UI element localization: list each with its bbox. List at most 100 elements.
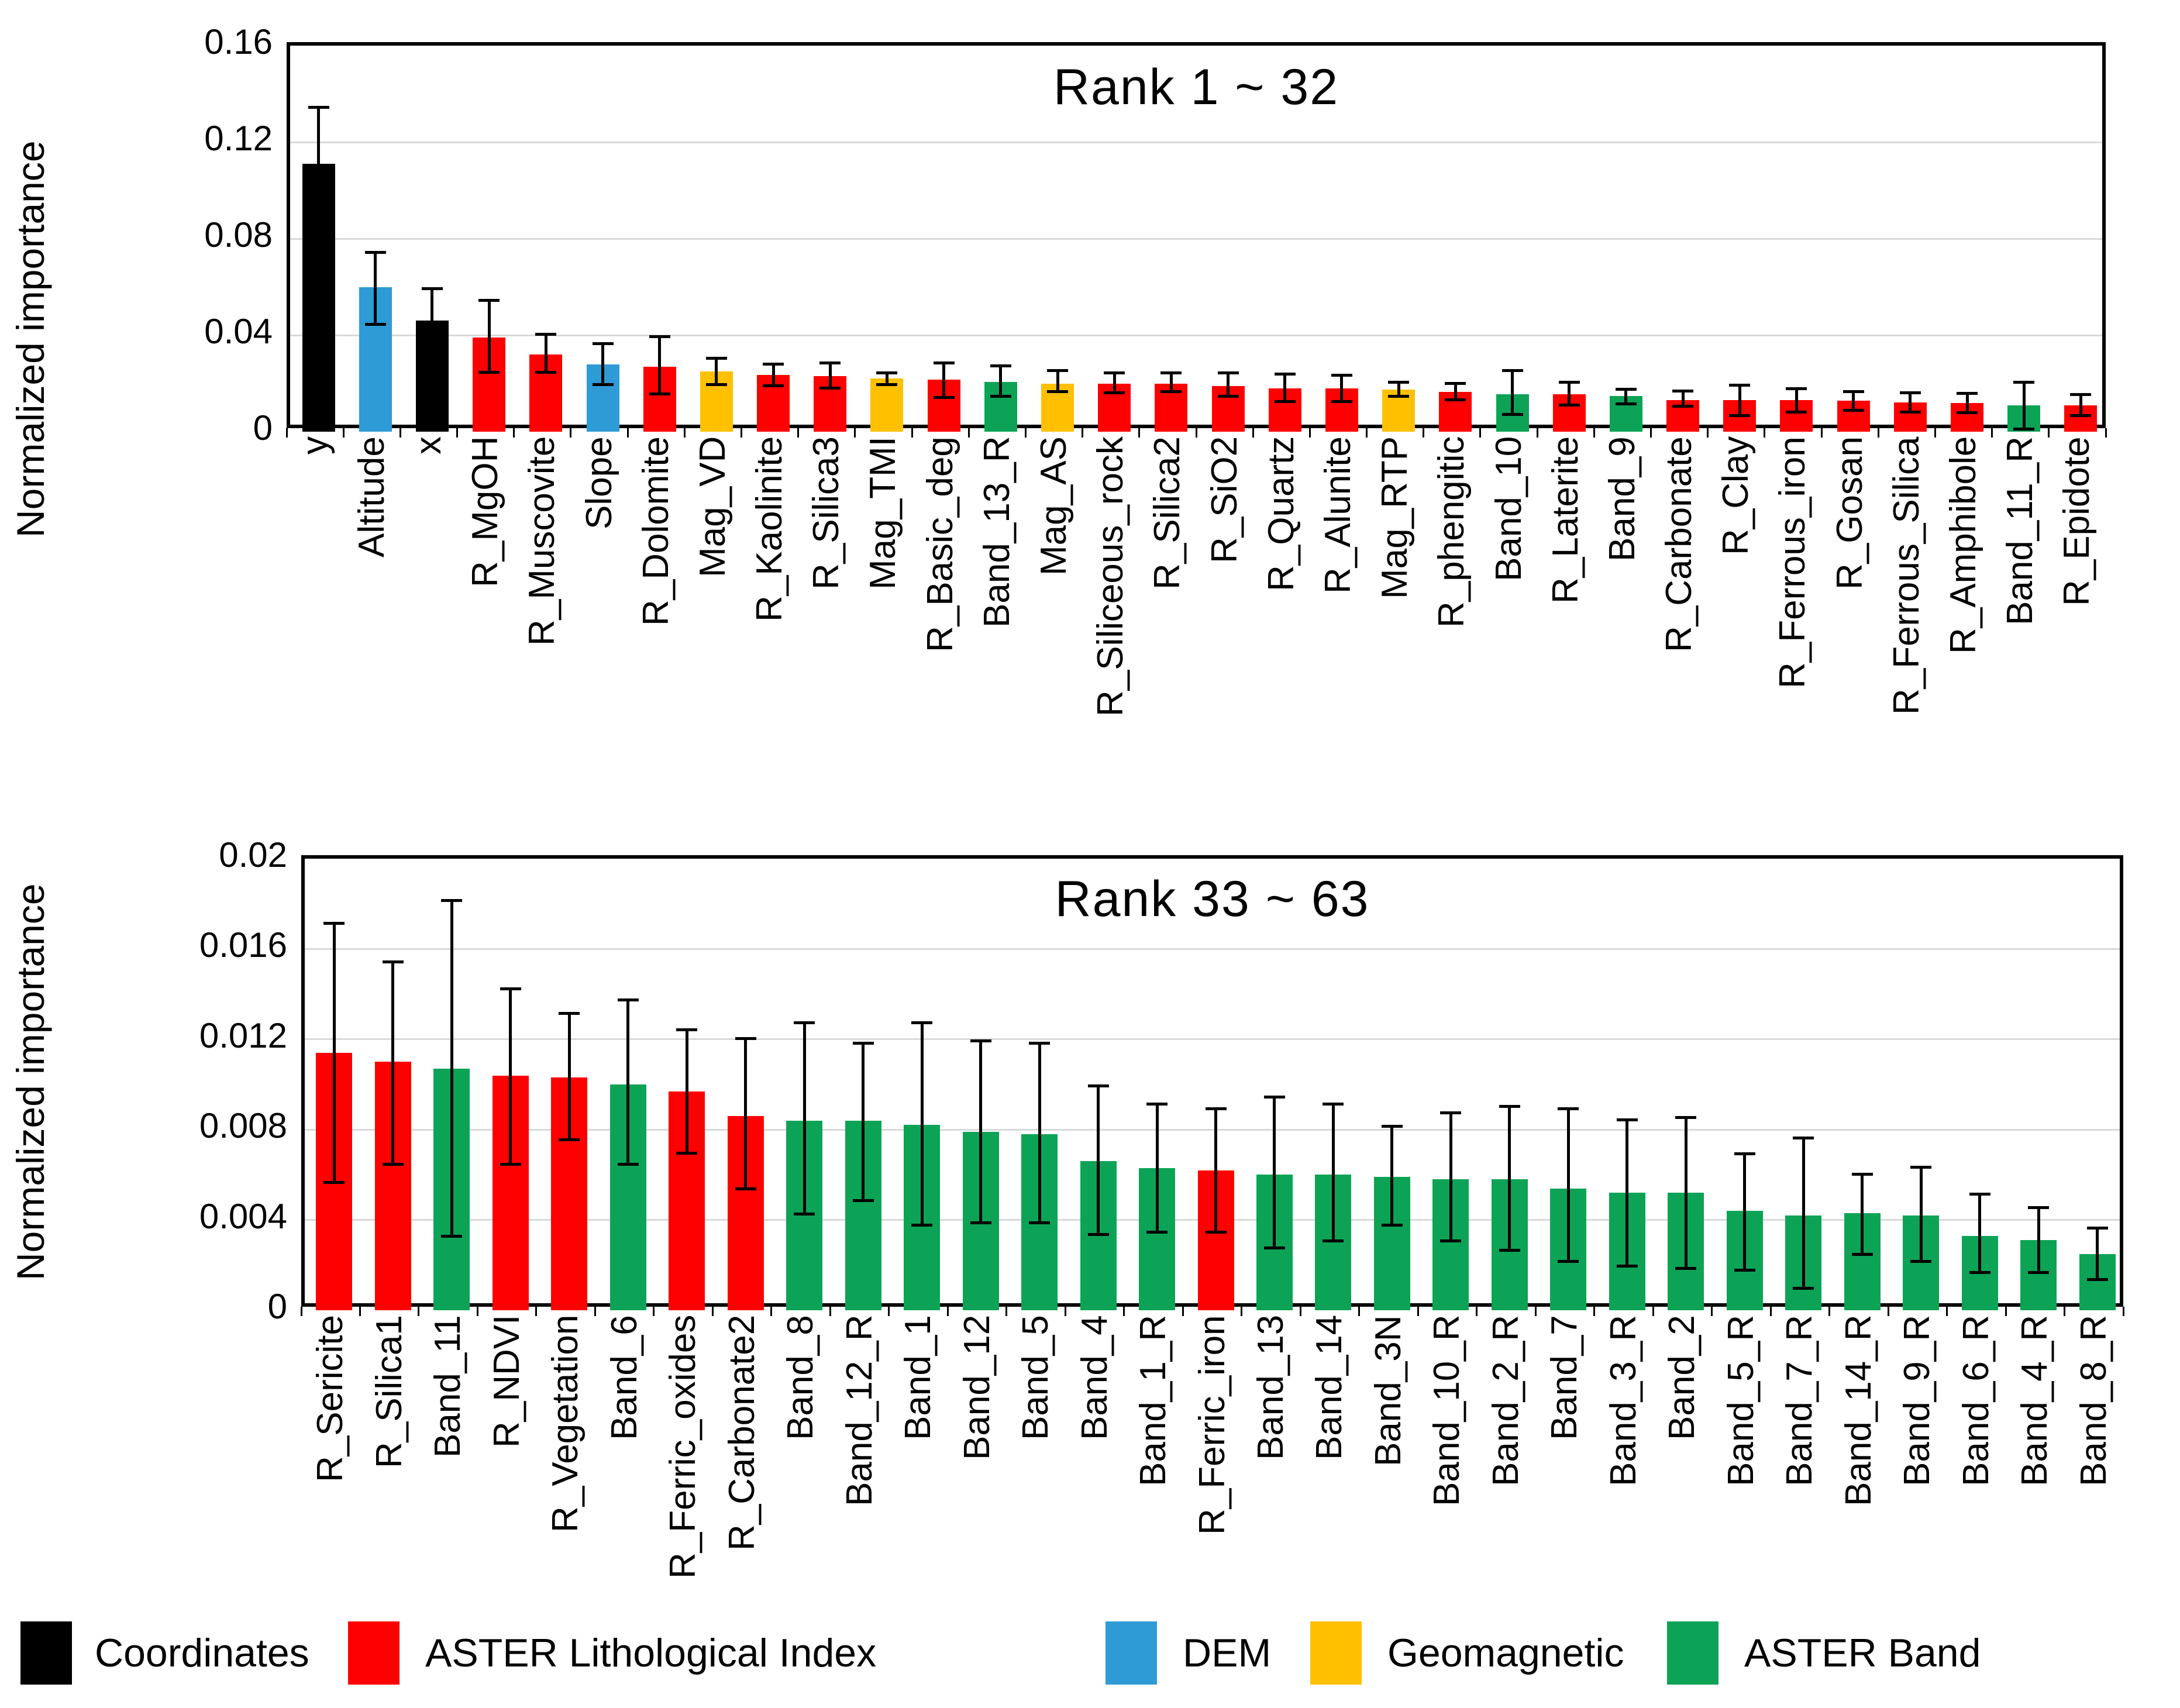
chart-title-top: Rank 1 ~ 32 <box>1053 59 1339 115</box>
error-bar <box>1684 1116 1687 1270</box>
error-bar-cap-top <box>1160 371 1182 374</box>
x-axis-tick <box>2048 428 2050 438</box>
x-axis-tick <box>535 1307 538 1316</box>
error-bar-cap-top <box>1969 1193 1990 1196</box>
error-bar-cap-top <box>1734 1152 1755 1155</box>
error-bar-cap-top <box>592 342 614 346</box>
x-axis-tick <box>1534 1307 1537 1316</box>
error-bar-cap-bottom <box>1381 1224 1403 1227</box>
error-bar-cap-bottom <box>676 1151 698 1155</box>
error-bar <box>567 1012 571 1141</box>
error-bar-cap-top <box>441 899 463 903</box>
error-bar-cap-top <box>1445 382 1466 385</box>
x-axis-tick <box>1946 1307 1948 1316</box>
x-axis-tick <box>1005 1307 1008 1316</box>
error-bar-cap-top <box>421 287 443 290</box>
aster-lithological-index-swatch <box>348 1621 400 1685</box>
error-bar-cap-top <box>1616 1118 1638 1121</box>
x-axis-tick <box>2122 1307 2124 1316</box>
error-bar-cap-bottom <box>2070 414 2092 418</box>
x-axis-tick <box>1182 1307 1184 1316</box>
x-axis-tick <box>1877 428 1879 438</box>
error-bar <box>1566 1107 1570 1263</box>
x-axis-tick <box>342 428 345 438</box>
gridline <box>290 141 2102 143</box>
error-bar <box>1390 1125 1394 1227</box>
error-bar <box>1919 1165 1923 1263</box>
error-bar-cap-bottom <box>1388 395 1410 398</box>
error-bar <box>1852 390 1855 412</box>
x-axis-tick <box>285 428 288 438</box>
error-bar <box>1511 369 1514 416</box>
error-bar-cap-top <box>1205 1107 1227 1110</box>
legend-label: Geomagnetic <box>1387 1631 1624 1675</box>
error-bar <box>431 287 434 338</box>
y-tick-label: 0.08 <box>204 215 273 254</box>
error-bar-cap-top <box>1146 1102 1168 1106</box>
error-bar-cap-bottom <box>2028 1271 2050 1275</box>
error-bar-cap-bottom <box>441 1235 463 1238</box>
error-bar <box>626 998 630 1166</box>
error-bar <box>1283 372 1287 403</box>
error-bar-cap-top <box>1675 1116 1697 1120</box>
x-axis-tick <box>1479 428 1482 438</box>
error-bar-cap-bottom <box>649 392 670 396</box>
error-bar-cap-top <box>1851 1172 1873 1176</box>
error-bar-cap-bottom <box>911 1224 933 1227</box>
plot-area-bottom: Rank 33 ~ 63 <box>301 855 2123 1310</box>
x-axis-tick <box>513 428 515 438</box>
error-bar <box>487 299 491 374</box>
error-bar-cap-bottom <box>1793 1287 1814 1290</box>
error-bar-cap-bottom <box>819 386 841 390</box>
error-bar-cap-top <box>1217 371 1239 374</box>
error-bar-cap-top <box>1029 1041 1051 1045</box>
error-bar-cap-bottom <box>1047 390 1069 393</box>
x-axis-tick <box>1593 428 1595 438</box>
error-bar-cap-top <box>2070 393 2092 396</box>
error-bar-cap-top <box>1558 381 1580 384</box>
error-bar-cap-bottom <box>1672 404 1694 408</box>
x-axis-tick <box>683 428 686 438</box>
x-axis-tick <box>594 1307 596 1316</box>
plot-area-top: Rank 1 ~ 32 <box>287 42 2106 432</box>
error-bar-cap-top <box>705 357 727 360</box>
error-bar-cap-top <box>559 1012 580 1015</box>
error-bar-cap-bottom <box>1440 1239 1462 1243</box>
error-bar <box>1965 391 1969 414</box>
x-axis-tick <box>854 428 856 438</box>
error-bar-cap-top <box>308 106 329 109</box>
error-bar <box>317 106 321 219</box>
error-bar-cap-top <box>794 1021 815 1024</box>
error-bar <box>772 363 775 387</box>
error-bar-cap-bottom <box>990 395 1011 398</box>
x-axis-tick <box>967 428 970 438</box>
x-axis-tick <box>1123 1307 1125 1316</box>
x-axis-tick <box>1252 428 1254 438</box>
error-bar-cap-bottom <box>876 383 898 386</box>
error-bar-cap-top <box>1104 371 1125 374</box>
error-bar-cap-top <box>1899 391 1921 395</box>
error-bar-cap-top <box>1501 369 1523 372</box>
error-bar <box>1169 371 1173 393</box>
gridline <box>305 948 2120 950</box>
error-bar-cap-bottom <box>617 1162 639 1166</box>
x-axis-tick <box>911 428 913 438</box>
error-bar-cap-bottom <box>1616 1264 1638 1268</box>
error-bar-cap-bottom <box>1851 1253 1873 1256</box>
error-bar <box>1625 1118 1629 1268</box>
error-bar-cap-top <box>735 1036 756 1040</box>
error-bar-cap-bottom <box>1274 400 1296 403</box>
error-bar-cap-bottom <box>1558 403 1580 407</box>
error-bar-cap-top <box>1729 383 1751 387</box>
error-bar-cap-bottom <box>1263 1246 1285 1249</box>
x-axis-tick <box>1476 1307 1478 1316</box>
x-axis-tick <box>1887 1307 1889 1316</box>
y-tick-label: 0.04 <box>204 312 273 351</box>
x-axis-tick <box>1652 1307 1654 1316</box>
error-bar-cap-top <box>1499 1104 1520 1108</box>
error-bar-cap-bottom <box>763 384 784 387</box>
error-bar-cap-top <box>364 250 386 254</box>
error-bar-cap-top <box>763 363 784 366</box>
